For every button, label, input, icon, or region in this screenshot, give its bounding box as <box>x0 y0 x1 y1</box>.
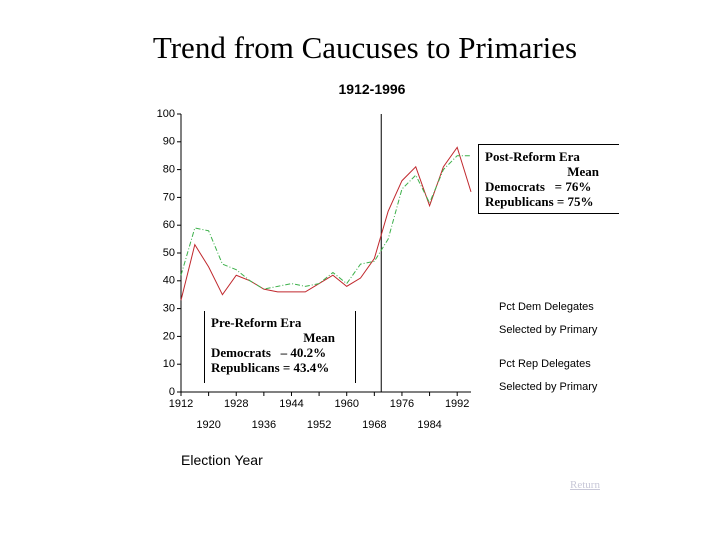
x-tick-label: 1960 <box>334 398 358 410</box>
x-tick-label: 1952 <box>307 419 331 431</box>
annotation-title: Pre-Reform Era <box>211 315 302 330</box>
annotation-text: Republicans = 75% <box>485 194 594 209</box>
annotation-box: Pre-Reform Era Mean Democrats – 40.2% Re… <box>204 311 356 383</box>
annotation-text: Mean <box>567 164 599 179</box>
y-tick-label: 80 <box>163 164 175 176</box>
legend-entry: Pct Rep Delegates Selected by Primary <box>499 358 598 393</box>
annotation-title: Post-Reform Era <box>485 149 580 164</box>
annotation-text: Democrats = 76% <box>485 179 592 194</box>
y-tick-label: 10 <box>163 358 175 370</box>
annotation-text: Democrats – 40.2% <box>211 345 327 360</box>
slide-title: Trend from Caucuses to Primaries <box>152 30 578 65</box>
y-tick-label: 70 <box>163 191 175 203</box>
y-tick-label: 50 <box>163 247 175 259</box>
x-tick-label: 1976 <box>390 398 414 410</box>
annotation-box: Post-Reform Era Mean Democrats = 76% Rep… <box>478 144 619 214</box>
chart-subtitle: 1912-1996 <box>338 81 406 97</box>
data-line <box>180 146 472 301</box>
x-tick-label: 1944 <box>279 398 303 410</box>
y-tick-label: 100 <box>157 108 175 120</box>
legend-entry: Pct Dem Delegates Selected by Primary <box>499 301 598 336</box>
y-tick-label: 30 <box>163 303 175 315</box>
y-tick-label: 40 <box>163 275 175 287</box>
x-tick-label: 1992 <box>445 398 469 410</box>
annotation-text: Mean <box>303 330 335 345</box>
x-tick-label: 1928 <box>224 398 248 410</box>
x-tick-label: 1920 <box>196 419 220 431</box>
y-tick-label: 60 <box>163 219 175 231</box>
x-tick-label: 1984 <box>417 419 441 431</box>
x-tick-label: 1912 <box>169 398 193 410</box>
x-tick-label: 1936 <box>252 419 276 431</box>
y-tick-label: 20 <box>163 330 175 342</box>
x-axis-label: Election Year <box>181 452 263 468</box>
y-tick-label: 90 <box>163 136 175 148</box>
x-tick-label: 1968 <box>362 419 386 431</box>
y-tick-label: 0 <box>169 386 175 398</box>
data-line <box>180 155 471 290</box>
annotation-text: Republicans = 43.4% <box>211 360 330 375</box>
return-link[interactable]: Return <box>570 479 600 491</box>
